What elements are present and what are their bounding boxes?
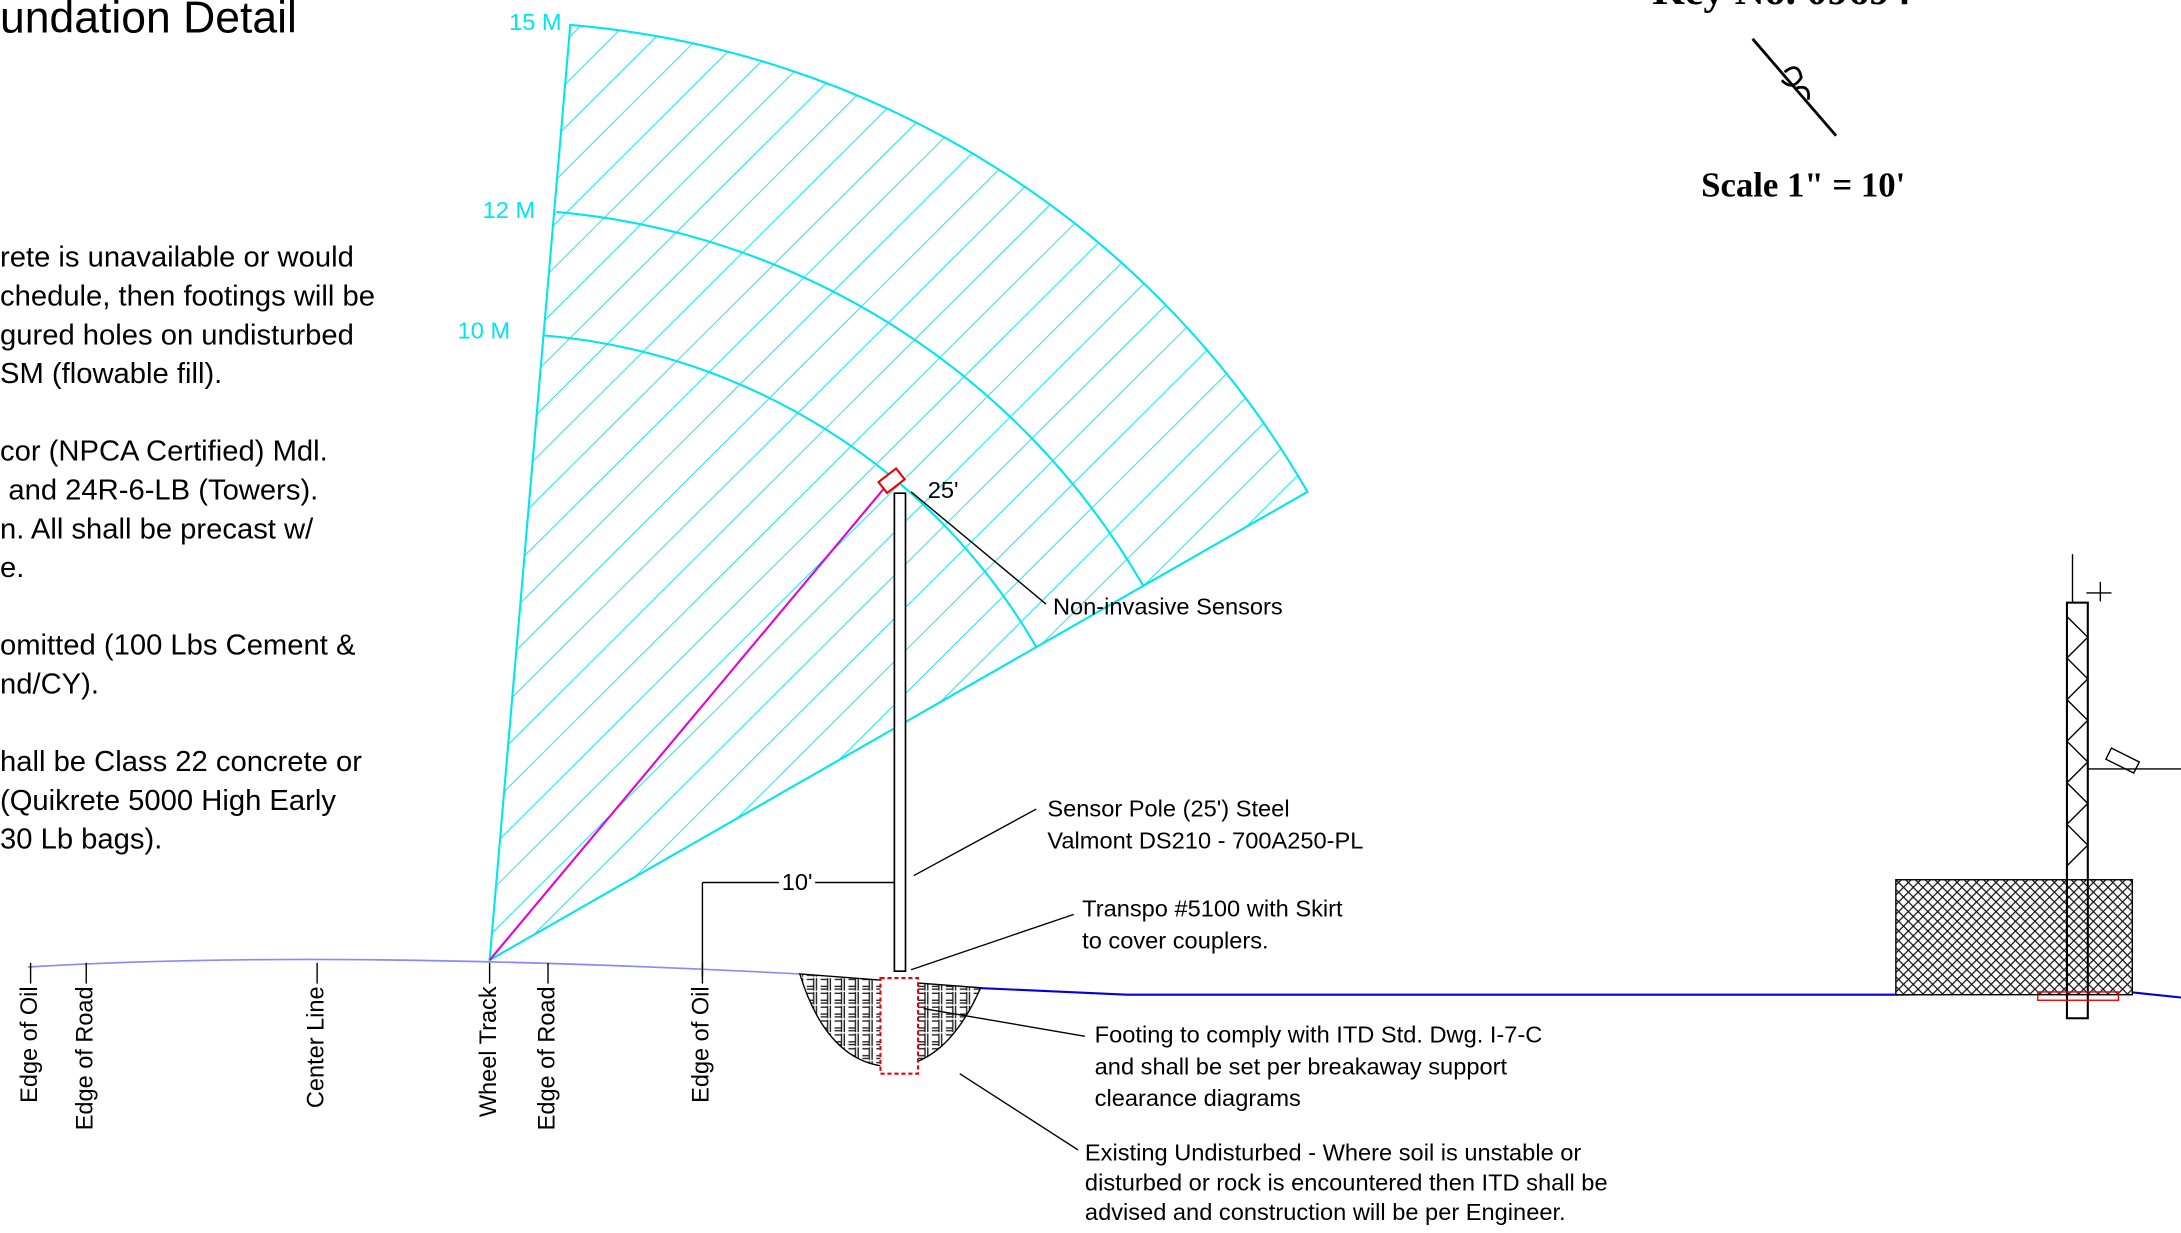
ground-labels: Edge of Oil Edge of Road Center Line Wheel … [16, 962, 714, 1130]
ground-label: Edge of Road [533, 986, 559, 1130]
north-arrow [1751, 37, 1838, 137]
callout: Non-invasive Sensors [1053, 593, 1283, 619]
road-surface [27, 958, 800, 975]
radius-label: 10 M [458, 318, 511, 344]
arc-12m [556, 210, 1145, 587]
tower-footing [2037, 991, 2120, 1001]
leader [913, 808, 1037, 877]
fence [1895, 879, 2134, 996]
callout: Valmont DS210 - 700A250-PL [1047, 828, 1363, 854]
ground-label: Center Line [302, 986, 328, 1108]
callout: and shall be set per breakaway support [1095, 1053, 1508, 1079]
title: undation Detail [0, 0, 297, 42]
ground-label: Edge of Road [71, 986, 97, 1130]
radius-label: 12 M [483, 197, 536, 223]
tower-lattice [2065, 616, 2089, 867]
notes: rete is unavailable or would chedule, the… [0, 242, 375, 856]
ground-label: Edge of Oil [688, 986, 714, 1102]
dimension-label: 10' [782, 869, 813, 895]
note-line: and 24R-6-LB (Towers). [8, 475, 318, 507]
note-line: n. All shall be precast w/ [0, 513, 314, 545]
callout: to cover couplers. [1082, 927, 1268, 953]
ground-label: Wheel Track [475, 986, 501, 1117]
instrument [2104, 747, 2141, 774]
pole [893, 492, 907, 972]
note-line: omitted (100 Lbs Cement & [0, 630, 355, 662]
leader [959, 1073, 1079, 1151]
tower [2065, 601, 2089, 1020]
callout: disturbed or rock is encountered then IT… [1085, 1170, 1608, 1196]
note-line: 30 Lb bags). [0, 824, 162, 856]
note-line: hall be Class 22 concrete or [0, 746, 362, 778]
callout: clearance diagrams [1095, 1085, 1301, 1111]
callout: advised and construction will be per Eng… [1085, 1199, 1566, 1225]
sensor [877, 466, 907, 495]
note-line: chedule, then footings will be [0, 281, 375, 313]
note-line: e. [0, 552, 24, 584]
footing [879, 977, 920, 1075]
note-line: rete is unavailable or would [0, 242, 354, 274]
callout: Existing Undisturbed - Where soil is uns… [1085, 1139, 1581, 1165]
leader [910, 913, 1075, 971]
callout: Transpo #5100 with Skirt [1082, 895, 1343, 921]
note-line: SM (flowable fill). [0, 358, 222, 390]
note-line: cor (NPCA Certified) Mdl. [0, 436, 328, 468]
height-label: 25' [928, 477, 959, 503]
instrument [2086, 581, 2112, 602]
leader [923, 1007, 1086, 1037]
arc-10m [542, 334, 1038, 648]
sight-line [488, 486, 886, 961]
leader [910, 491, 1047, 605]
note-line: (Quikrete 5000 High Early [0, 785, 336, 817]
radius-label: 15 M [509, 9, 562, 35]
scale: Scale 1" = 10' [1701, 165, 1905, 204]
note-line: nd/CY). [0, 669, 99, 701]
ground-label: Edge of Oil [16, 986, 42, 1102]
note-line: gured holes on undisturbed [0, 319, 354, 351]
callout: Sensor Pole (25') Steel [1047, 796, 1289, 822]
key-no: Key No. 09694 [1652, 0, 1911, 14]
dim-bg [778, 871, 816, 897]
callout: Footing to comply with ITD Std. Dwg. I-7… [1095, 1022, 1543, 1048]
